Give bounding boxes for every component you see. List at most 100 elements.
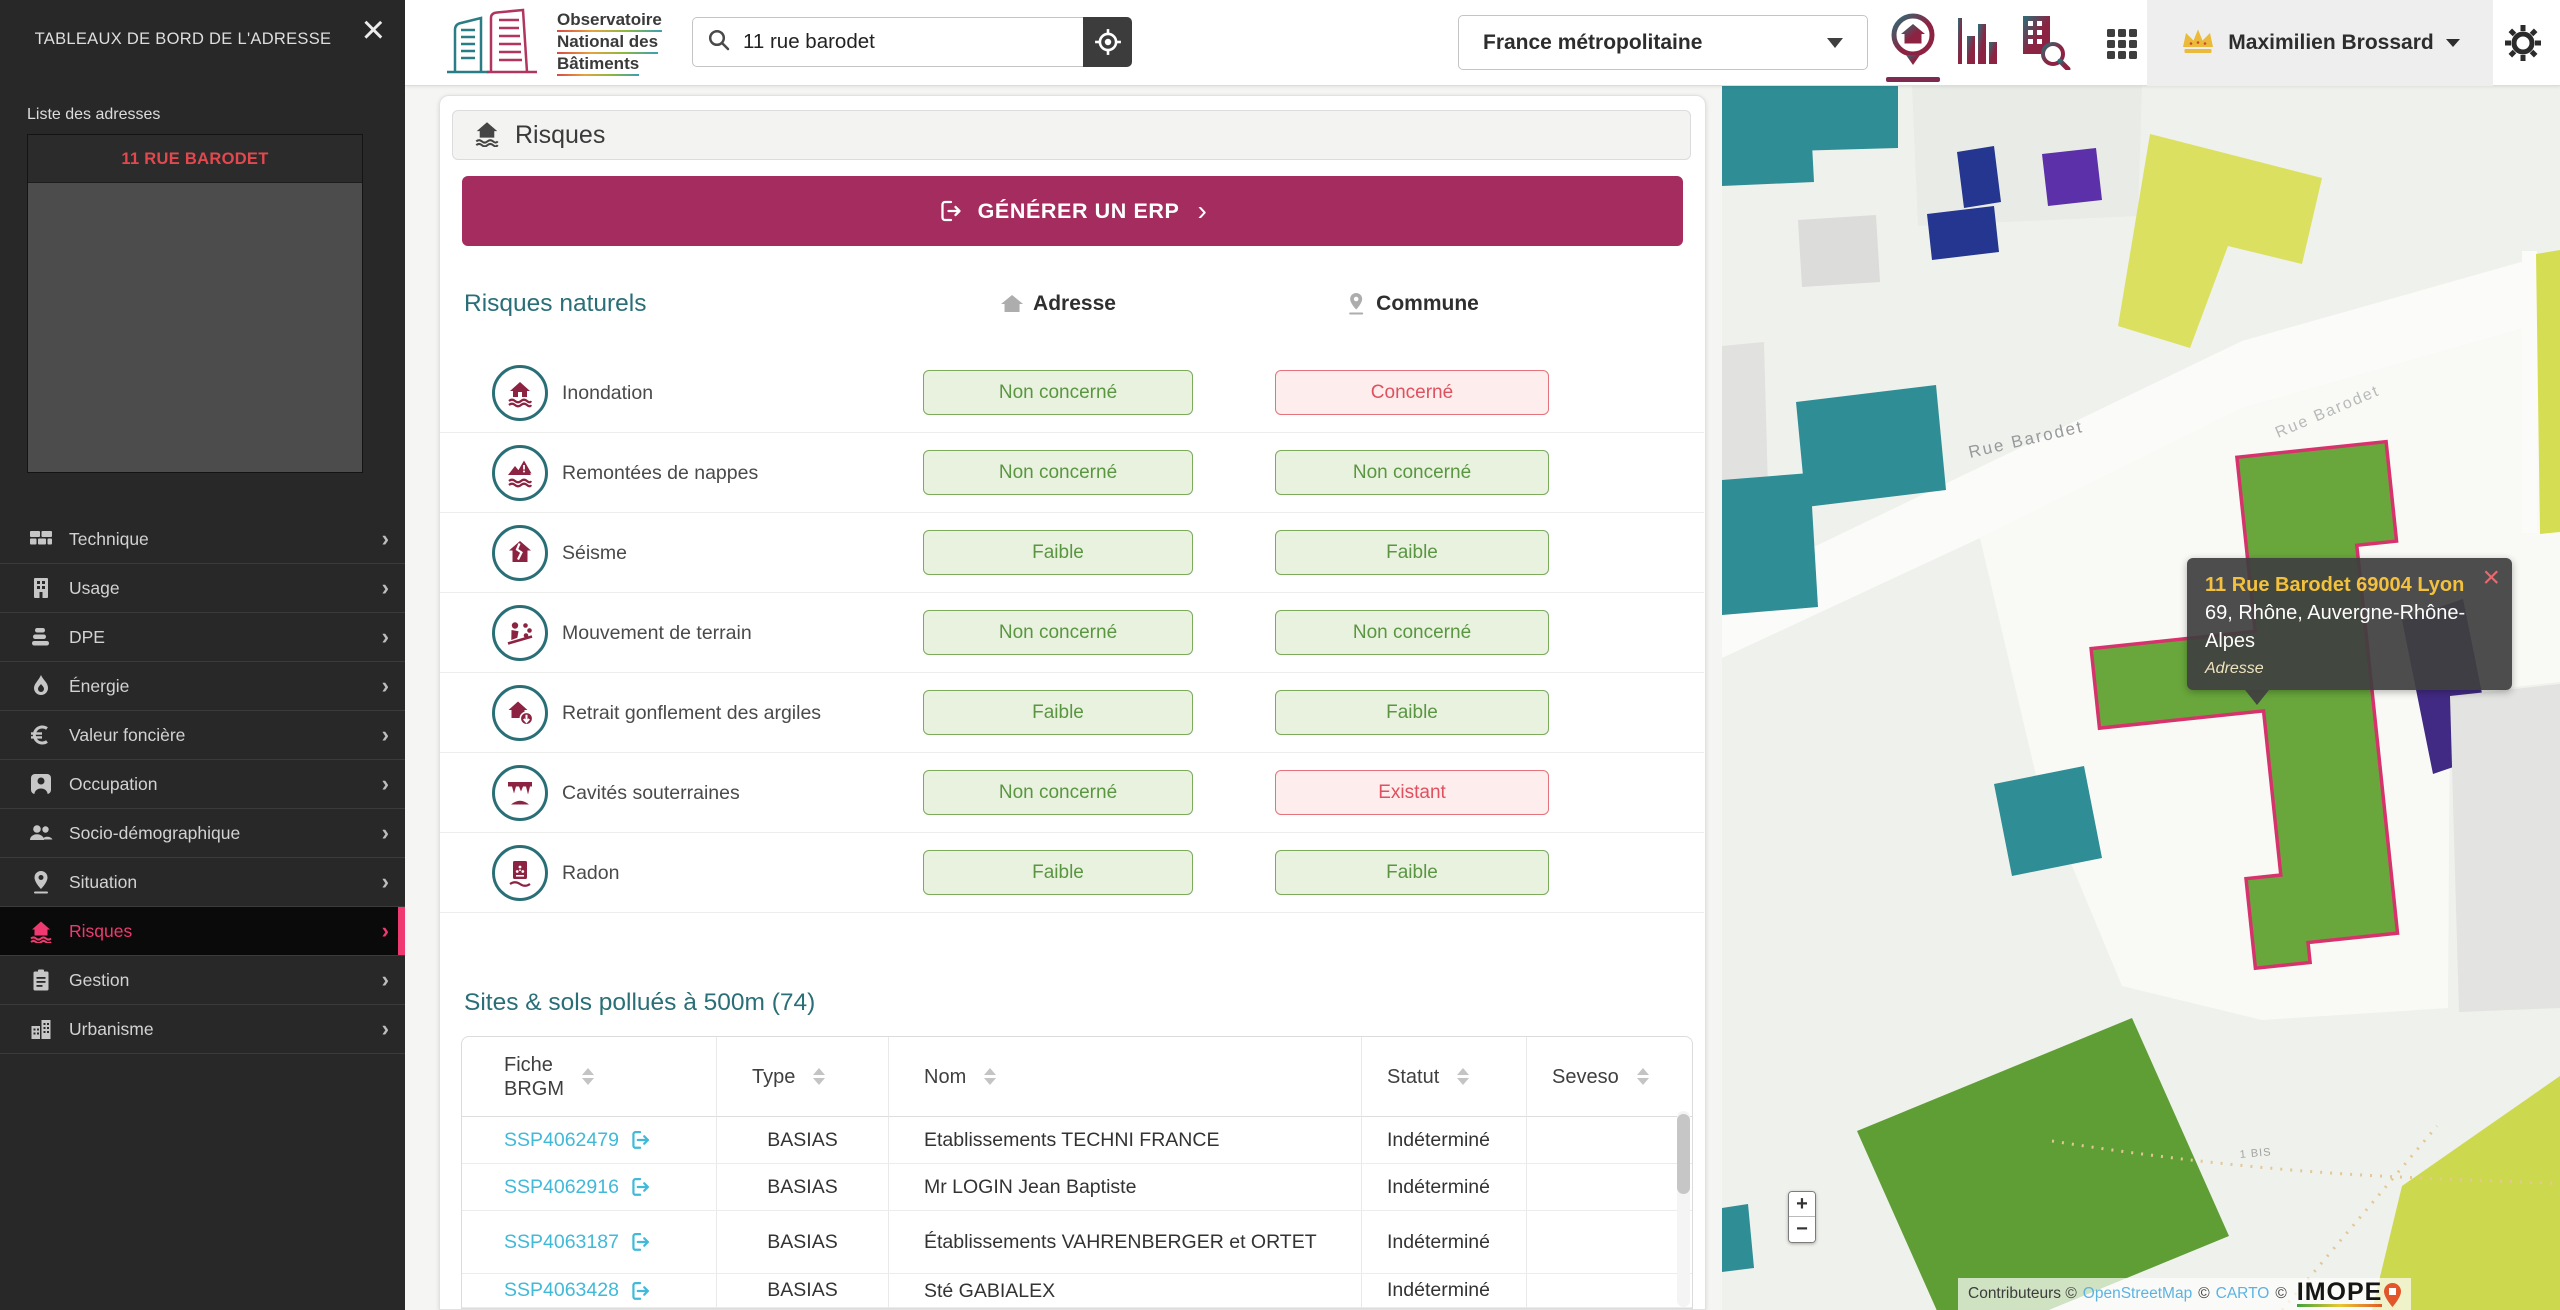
address-search xyxy=(692,17,1083,67)
openstreetmap-link[interactable]: OpenStreetMap xyxy=(2082,1285,2193,1302)
attribution-text: © xyxy=(2275,1285,2287,1302)
building-teal[interactable] xyxy=(1796,385,1946,507)
generate-erp-button[interactable]: GÉNÉRER UN ERP › xyxy=(462,176,1683,246)
building-teal[interactable] xyxy=(1722,1204,1754,1272)
chevron-down-icon xyxy=(2445,39,2460,47)
road-rue-barodet xyxy=(1722,251,2560,658)
building-teal[interactable] xyxy=(1994,766,2102,876)
map[interactable]: Rue Barodet Rue Barodet 1 BIS 11 Rue Bar… xyxy=(1722,86,2560,1310)
fiche-brgm-link[interactable]: SSP4063187 xyxy=(504,1230,619,1253)
sort-icon[interactable] xyxy=(984,1068,997,1085)
fiche-brgm-link[interactable]: SSP4062916 xyxy=(504,1175,619,1198)
risk-commune-badge: Concerné xyxy=(1275,370,1549,415)
external-link-icon[interactable] xyxy=(629,1279,653,1303)
risk-commune-badge: Faible xyxy=(1275,850,1549,895)
cavites-icon xyxy=(492,765,548,821)
building-purple[interactable] xyxy=(2042,148,2102,206)
apps-grid-icon[interactable] xyxy=(2102,24,2142,64)
risk-commune-badge: Non concerné xyxy=(1275,450,1549,495)
sidebar-item-usage[interactable]: Usage › xyxy=(0,564,405,613)
risk-adresse-badge: Non concerné xyxy=(923,450,1193,495)
sidebar-item-energie[interactable]: Énergie › xyxy=(0,662,405,711)
zoom-out-button[interactable]: − xyxy=(1789,1217,1815,1242)
risk-commune-badge: Faible xyxy=(1275,690,1549,735)
geolocate-button[interactable] xyxy=(1083,17,1132,67)
sidebar-item-socio-demographique[interactable]: Socio-démographique › xyxy=(0,809,405,858)
address-list-item[interactable]: 11 RUE BARODET xyxy=(28,135,362,183)
sidebar-item-urbanisme[interactable]: Urbanisme › xyxy=(0,1005,405,1054)
sort-icon[interactable] xyxy=(1636,1068,1649,1085)
dpe-bars-icon xyxy=(28,624,54,650)
sidebar-item-situation[interactable]: Situation › xyxy=(0,858,405,907)
search-input[interactable] xyxy=(743,30,1053,54)
sort-icon[interactable] xyxy=(582,1068,594,1085)
th-fiche-brgm[interactable]: Fiche BRGM xyxy=(462,1037,717,1117)
th-seveso[interactable]: Seveso xyxy=(1527,1037,1692,1117)
risk-commune-badge: Existant xyxy=(1275,770,1549,815)
attribution-text: Contributeurs © xyxy=(1968,1285,2077,1302)
statistics-tab[interactable] xyxy=(1956,16,2004,71)
building-yellow[interactable] xyxy=(2118,134,2322,348)
table-scrollbar[interactable] xyxy=(1677,1111,1690,1307)
chevron-right-icon: › xyxy=(381,722,389,747)
map-zoom-controls: + − xyxy=(1788,1191,1816,1243)
building-green[interactable] xyxy=(1857,1018,2229,1310)
th-type[interactable]: Type xyxy=(717,1037,889,1117)
building-navy[interactable] xyxy=(1927,206,1999,260)
th-statut[interactable]: Statut xyxy=(1362,1037,1527,1117)
table-row-statut: Indéterminé xyxy=(1362,1211,1527,1274)
sidebar-menu: Technique › Usage › DPE › Énergie › Vale… xyxy=(0,515,405,1054)
sidebar-item-occupation[interactable]: Occupation › xyxy=(0,760,405,809)
address-view-tab[interactable] xyxy=(1885,9,1941,76)
building-teal[interactable] xyxy=(1722,144,1814,186)
map-canvas[interactable]: Rue Barodet Rue Barodet 1 BIS xyxy=(1722,86,2560,1310)
building-navy[interactable] xyxy=(1957,146,2001,208)
risk-commune-badge: Faible xyxy=(1275,530,1549,575)
building-search-tab[interactable] xyxy=(2015,12,2071,75)
zoom-in-button[interactable]: + xyxy=(1789,1192,1815,1217)
pin-icon xyxy=(1349,293,1364,315)
natural-risks-heading: Risques naturels xyxy=(464,290,647,317)
sidebar-item-label: Risques xyxy=(69,920,133,941)
sidebar-item-gestion[interactable]: Gestion › xyxy=(0,956,405,1005)
user-menu[interactable]: Maximilien Brossard xyxy=(2147,0,2493,86)
sort-icon[interactable] xyxy=(1457,1068,1470,1085)
risk-label: Cavités souterraines xyxy=(562,781,740,804)
table-row-statut: Indéterminé xyxy=(1362,1164,1527,1211)
carto-link[interactable]: CARTO xyxy=(2215,1285,2270,1302)
building-yellow[interactable] xyxy=(2536,250,2560,534)
settings-gear-icon[interactable] xyxy=(2501,21,2545,65)
building-teal[interactable] xyxy=(1722,473,1818,615)
close-icon[interactable]: × xyxy=(2482,561,2500,594)
external-link-icon[interactable] xyxy=(629,1230,653,1254)
scrollbar-thumb[interactable] xyxy=(1677,1114,1690,1194)
external-link-icon[interactable] xyxy=(629,1128,653,1152)
building-grey[interactable] xyxy=(2450,684,2560,1012)
risk-adresse-badge: Faible xyxy=(923,690,1193,735)
sidebar-item-dpe[interactable]: DPE › xyxy=(0,613,405,662)
close-icon[interactable]: × xyxy=(361,8,385,52)
sidebar-title: TABLEAUX DE BORD DE L'ADRESSE xyxy=(34,30,332,48)
building-grey[interactable] xyxy=(1798,215,1880,287)
sidebar-item-label: Technique xyxy=(69,528,149,549)
sidebar-item-valeur-fonciere[interactable]: Valeur foncière › xyxy=(0,711,405,760)
region-select[interactable]: France métropolitaine xyxy=(1458,15,1868,70)
sidebar-item-risques[interactable]: Risques › xyxy=(0,907,405,956)
table-row-nom: Etablissements TECHNI FRANCE xyxy=(889,1117,1362,1164)
external-link-icon[interactable] xyxy=(629,1175,653,1199)
building-yellow[interactable] xyxy=(2372,1076,2560,1310)
building-icon xyxy=(28,575,54,601)
flame-icon xyxy=(28,673,54,699)
sidebar-item-technique[interactable]: Technique › xyxy=(0,515,405,564)
building-teal[interactable] xyxy=(1722,86,1898,153)
th-nom[interactable]: Nom xyxy=(889,1037,1362,1117)
main-content: Risques GÉNÉRER UN ERP › Risques naturel… xyxy=(405,86,1722,1310)
sort-icon[interactable] xyxy=(813,1068,826,1085)
chevron-right-icon: › xyxy=(381,624,389,649)
retrait-argiles-icon xyxy=(492,685,548,741)
fiche-brgm-link[interactable]: SSP4062479 xyxy=(504,1128,619,1151)
table-row-nom: Sté GABIALEX xyxy=(889,1274,1362,1308)
table-row-fiche: SSP4062479 xyxy=(462,1117,717,1164)
user-name: Maximilien Brossard xyxy=(2228,31,2434,54)
fiche-brgm-link[interactable]: SSP4063428 xyxy=(504,1279,619,1301)
